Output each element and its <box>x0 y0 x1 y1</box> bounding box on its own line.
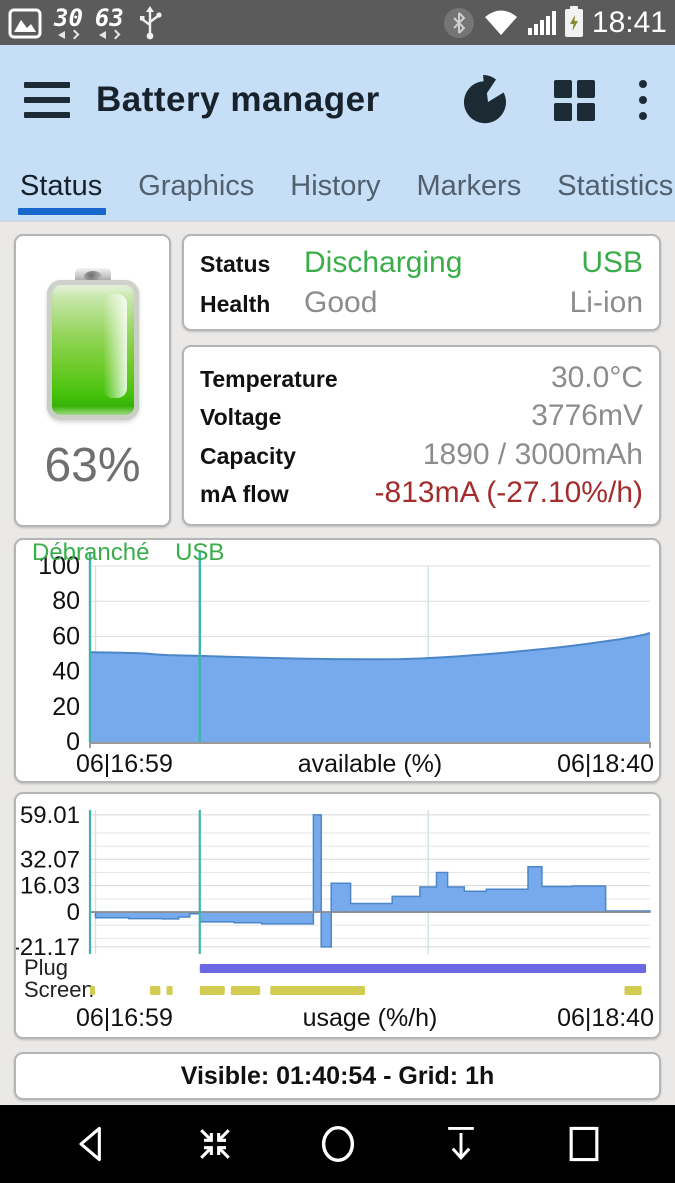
app-bar: Battery manager <box>0 45 675 155</box>
svg-text:Débranché: Débranché <box>32 540 149 566</box>
visible-grid-bar: Visible: 01:40:54 - Grid: 1h <box>14 1052 661 1100</box>
temperature-row: Temperature 30.0°C <box>200 361 643 395</box>
battery-info-card: Temperature 30.0°C Voltage 3776mV Capaci… <box>182 345 661 526</box>
svg-text:USB: USB <box>175 540 224 566</box>
available-chart-card: 0 20 40 60 80 100 Débranché USB 06|16:59 availabl… <box>14 538 661 783</box>
temp-number: 30 <box>54 4 83 32</box>
tab-markers[interactable]: Markers <box>416 169 522 202</box>
status-right-value: USB <box>581 245 643 279</box>
tab-bar: Status Graphics History Markers Statisti… <box>0 155 675 222</box>
svg-text:80: 80 <box>52 587 80 615</box>
recents-icon[interactable] <box>556 1118 612 1170</box>
back-icon[interactable] <box>64 1118 120 1170</box>
svg-text:usage (%/h): usage (%/h) <box>303 1004 438 1032</box>
battery-percent: 63% <box>44 439 141 492</box>
gallery-icon <box>8 6 42 40</box>
svg-text:20: 20 <box>52 693 80 721</box>
battery-level-card: 63% <box>14 234 171 527</box>
wifi-icon <box>483 9 519 37</box>
ma-flow-row: mA flow -813mA (-27.10%/h) <box>200 476 643 510</box>
health-right-value: Li-ion <box>569 285 643 319</box>
temperature-label: Temperature <box>200 366 338 393</box>
battery-charging-icon <box>564 5 583 37</box>
clock: 18:41 <box>591 5 667 39</box>
status-bar: 30 63 <box>0 0 675 45</box>
tab-history[interactable]: History <box>290 169 381 202</box>
ma-flow-value: -813mA (-27.10%/h) <box>374 475 643 509</box>
svg-text:Plug: Plug <box>24 955 68 980</box>
capacity-label: Capacity <box>200 442 296 469</box>
page-title: Battery manager <box>96 80 380 119</box>
svg-text:40: 40 <box>52 658 80 686</box>
capacity-value: 1890 / 3000mAh <box>422 437 643 471</box>
tab-graphics[interactable]: Graphics <box>138 169 255 202</box>
arrow-left-icon <box>99 31 107 39</box>
bluetooth-icon <box>443 7 474 38</box>
percent-mark-icon <box>110 29 121 40</box>
battery-percent-indicator: 63 <box>94 4 124 40</box>
svg-text:-21.17: -21.17 <box>16 934 80 961</box>
status-value: Discharging <box>304 245 463 279</box>
svg-text:0: 0 <box>66 728 80 756</box>
main-content: 63% Status Discharging USB Health Good L… <box>0 222 675 1100</box>
visible-grid-text: Visible: 01:40:54 - Grid: 1h <box>180 1061 495 1090</box>
pulldown-icon[interactable] <box>433 1118 489 1170</box>
svg-text:32.07: 32.07 <box>20 846 80 873</box>
home-icon[interactable] <box>310 1118 366 1170</box>
pie-chart-icon[interactable] <box>462 73 514 127</box>
arrow-left-icon <box>58 31 66 39</box>
degree-mark-icon <box>70 29 80 40</box>
capacity-row: Capacity 1890 / 3000mAh <box>200 438 643 472</box>
status-health-card: Status Discharging USB Health Good Li-io… <box>182 234 661 331</box>
temperature-value: 30.0°C <box>550 361 643 395</box>
svg-text:16.03: 16.03 <box>20 873 80 900</box>
voltage-row: Voltage 3776mV <box>200 399 643 433</box>
svg-text:available (%): available (%) <box>298 750 443 778</box>
signal-icon <box>527 10 556 35</box>
voltage-value: 3776mV <box>531 399 643 433</box>
voltage-label: Voltage <box>200 404 282 431</box>
usb-icon <box>136 5 164 41</box>
svg-text:06|18:40: 06|18:40 <box>557 750 654 778</box>
collapse-windows-icon[interactable] <box>187 1118 243 1170</box>
health-value: Good <box>304 285 378 319</box>
ma-flow-label: mA flow <box>200 480 289 507</box>
svg-text:06|16:59: 06|16:59 <box>76 1004 173 1032</box>
svg-text:06|16:59: 06|16:59 <box>76 750 173 778</box>
usage-chart-card: 59.01 32.07 16.03 0 -21.17 Plug Screen 06|16:59… <box>14 792 661 1039</box>
svg-text:06|18:40: 06|18:40 <box>557 1004 654 1032</box>
grid-icon[interactable] <box>554 79 595 121</box>
menu-icon[interactable] <box>24 82 70 118</box>
svg-text:100: 100 <box>38 552 80 580</box>
temp-indicator: 30 <box>54 4 83 40</box>
svg-text:59.01: 59.01 <box>20 802 80 829</box>
overflow-icon[interactable] <box>635 80 651 120</box>
svg-text:60: 60 <box>52 622 80 650</box>
svg-text:0: 0 <box>67 899 80 926</box>
health-row: Health Good Li-ion <box>200 286 643 320</box>
battery-icon <box>46 268 139 420</box>
status-label: Status <box>200 250 271 277</box>
tab-statistics[interactable]: Statistics <box>557 169 674 202</box>
navigation-bar <box>0 1105 675 1183</box>
tab-status[interactable]: Status <box>17 156 107 221</box>
health-label: Health <box>200 290 271 317</box>
battery-number: 63 <box>94 4 124 32</box>
status-row: Status Discharging USB <box>200 246 643 280</box>
svg-text:Screen: Screen <box>24 977 94 1002</box>
